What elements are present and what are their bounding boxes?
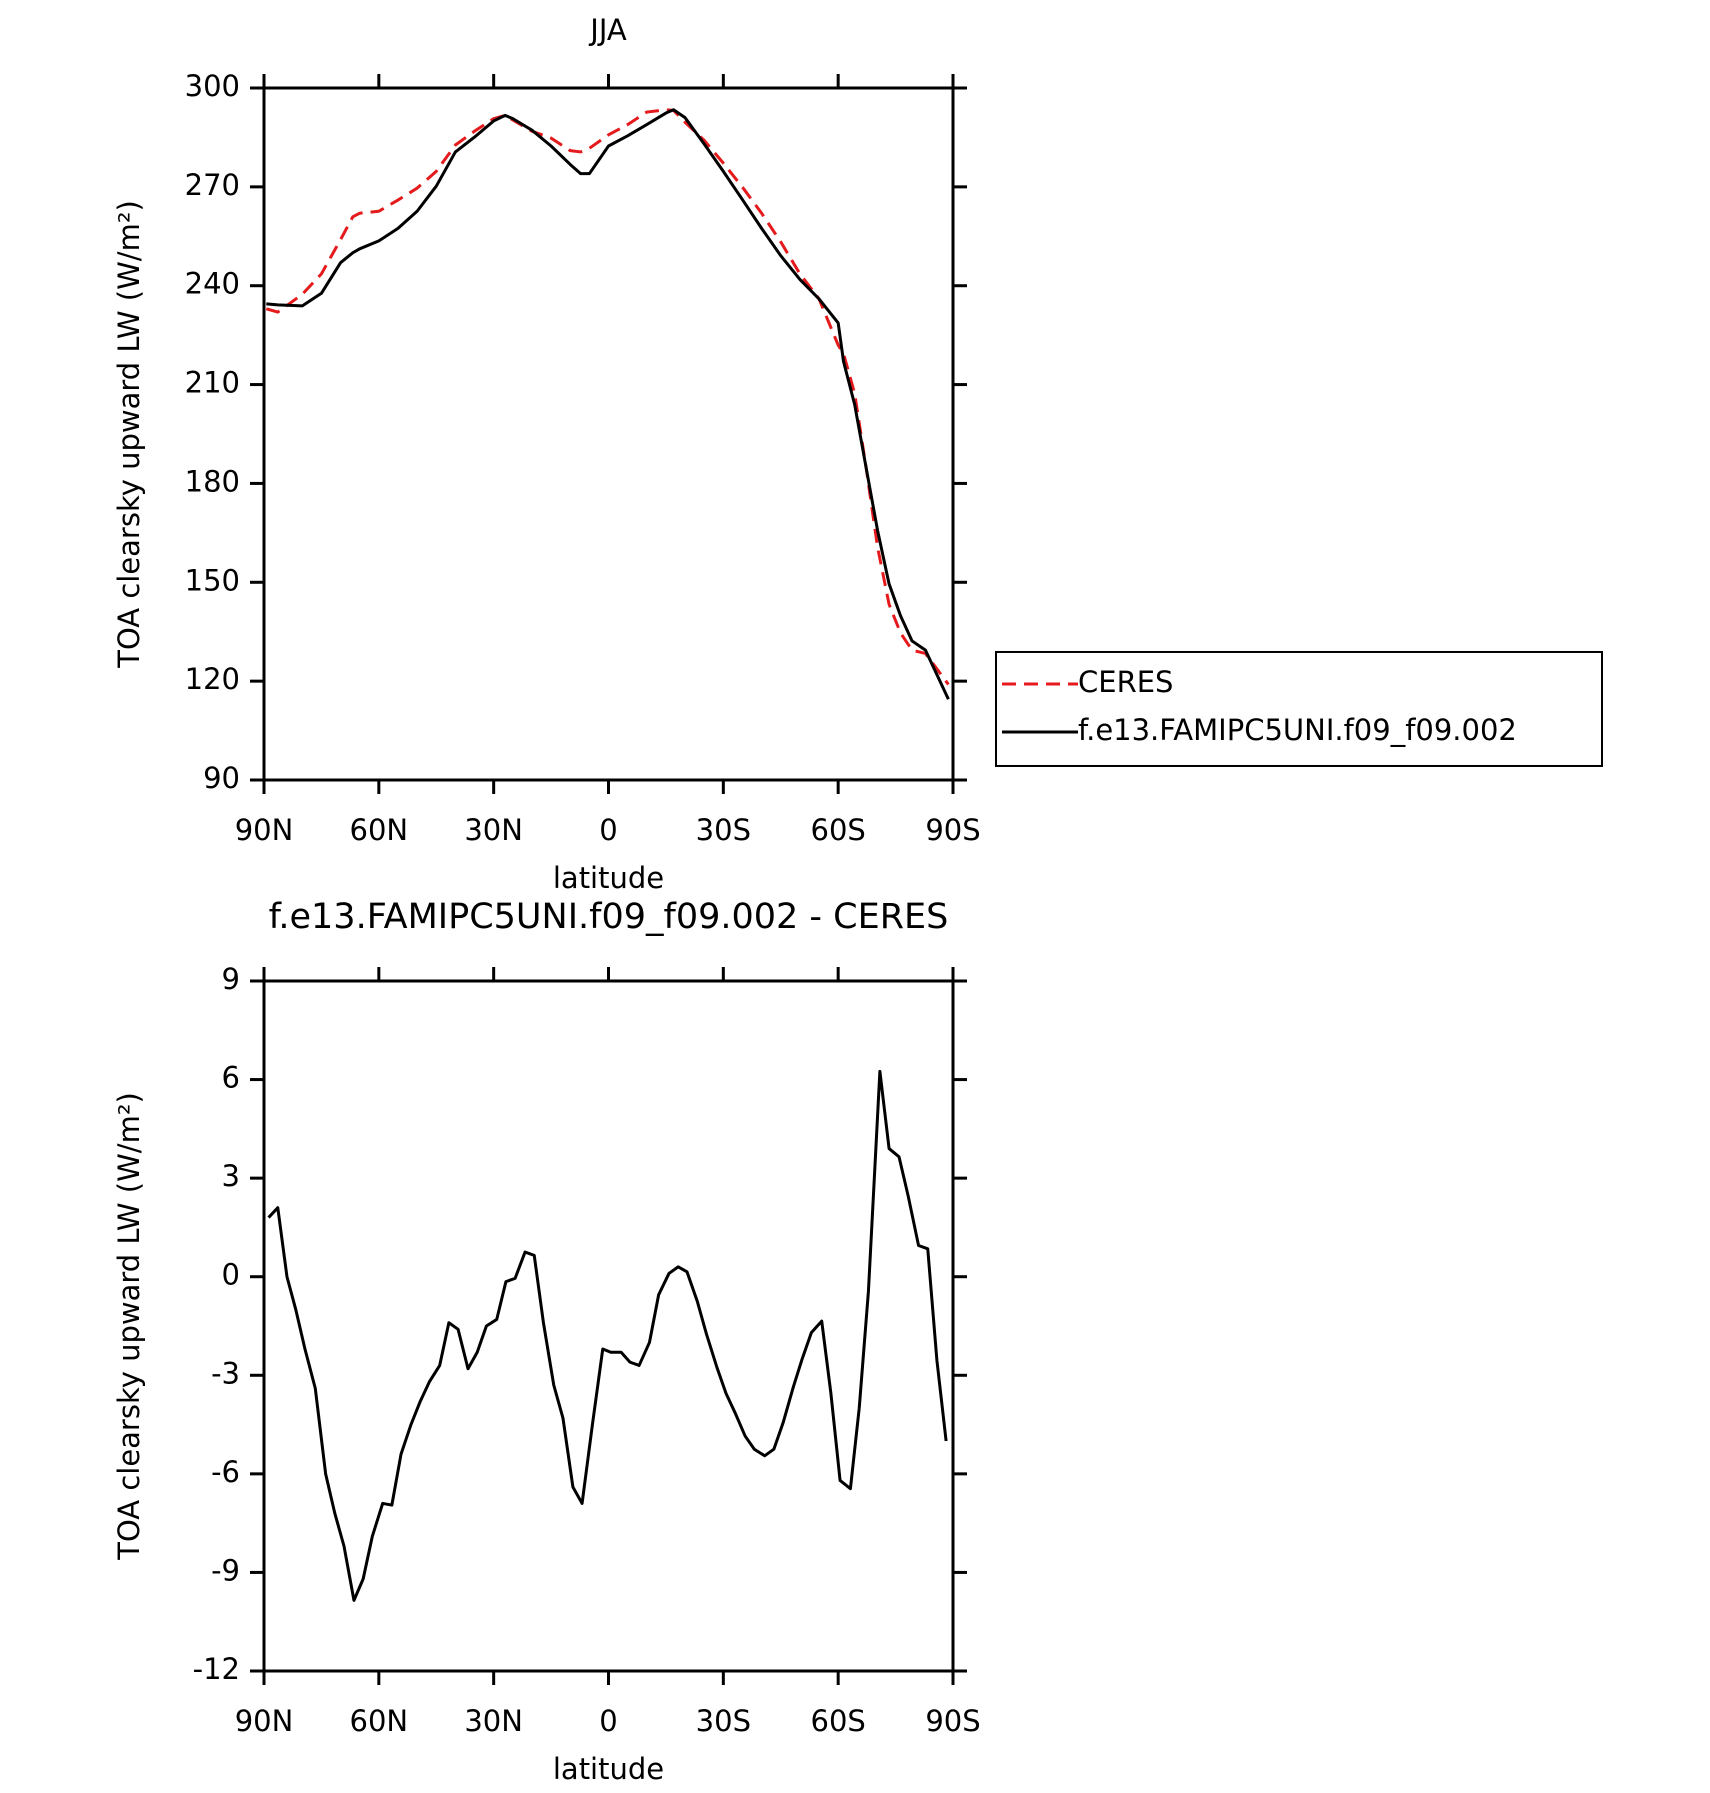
y-tick-label: 9 <box>222 962 240 996</box>
y-tick-label: 180 <box>185 464 240 498</box>
data-line <box>267 1069 948 1602</box>
x-tick-label: 30S <box>696 1704 751 1738</box>
x-tick-label: 60S <box>811 1704 866 1738</box>
x-tick-label: 30N <box>464 813 523 847</box>
x-tick-label: 60N <box>350 813 409 847</box>
y-axis-label: TOA clearsky upward LW (W/m²) <box>112 200 146 669</box>
y-tick-label: 90 <box>203 761 240 795</box>
y-axis-label: TOA clearsky upward LW (W/m²) <box>112 1092 146 1561</box>
legend-box <box>995 650 1603 767</box>
x-tick-label: 30N <box>464 1704 523 1738</box>
y-tick-label: 3 <box>222 1159 240 1193</box>
chart-title: f.e13.FAMIPC5UNI.f09_f09.002 - CERES <box>269 897 949 937</box>
x-axis-label: latitude <box>553 1752 664 1786</box>
x-axis-label: latitude <box>553 861 664 895</box>
x-tick-label: 90N <box>235 1704 294 1738</box>
y-tick-label: -12 <box>193 1652 240 1686</box>
chart-title: JJA <box>588 13 627 47</box>
x-tick-label: 90S <box>925 1704 980 1738</box>
data-line <box>266 108 950 700</box>
x-tick-label: 0 <box>599 813 617 847</box>
y-tick-label: 270 <box>185 168 240 202</box>
plot-frame <box>262 86 955 782</box>
y-tick-label: -9 <box>211 1553 240 1587</box>
y-tick-label: 240 <box>185 267 240 301</box>
x-tick-label: 0 <box>599 1704 617 1738</box>
y-tick-label: 210 <box>185 366 240 400</box>
legend-label: CERES <box>1078 665 1173 699</box>
y-tick-label: 120 <box>185 662 240 696</box>
plot-frame <box>262 979 955 1673</box>
x-tick-label: 60S <box>811 813 866 847</box>
y-tick-label: -3 <box>211 1356 240 1390</box>
y-tick-label: 150 <box>185 563 240 597</box>
data-line <box>265 108 950 686</box>
legend: CERES f.e13.FAMIPC5UNI.f09_f09.002 <box>995 650 1603 767</box>
x-tick-label: 60N <box>350 1704 409 1738</box>
y-tick-label: 300 <box>185 69 240 103</box>
y-tick-label: 6 <box>222 1061 240 1095</box>
x-tick-label: 90N <box>235 813 294 847</box>
y-tick-label: -6 <box>211 1455 240 1489</box>
x-tick-label: 30S <box>696 813 751 847</box>
y-tick-label: 0 <box>222 1258 240 1292</box>
legend-label: f.e13.FAMIPC5UNI.f09_f09.002 <box>1078 713 1517 747</box>
x-tick-label: 90S <box>925 813 980 847</box>
